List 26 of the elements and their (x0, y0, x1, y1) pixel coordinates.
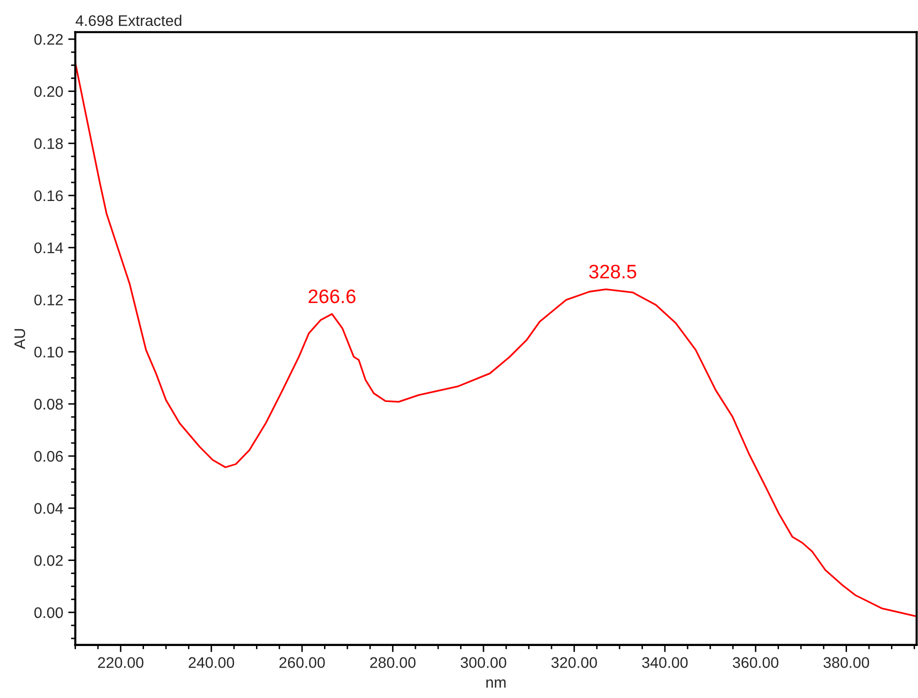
y-tick-label: 0.02 (34, 555, 63, 566)
y-tick-label: 0.04 (34, 503, 64, 514)
y-tick-label: 0.08 (34, 398, 63, 410)
y-tick-label: 0.14 (34, 242, 64, 254)
annotation: 328.5 (589, 264, 636, 278)
y-tick-label: 0.00 (34, 607, 63, 618)
y-tick-label: 0.18 (34, 138, 63, 150)
y-tick-label: 0.12 (34, 294, 63, 306)
x-tick-label: 280.00 (370, 657, 416, 668)
y-tick-label: 0.20 (34, 86, 63, 97)
y-axis-title: AU (14, 329, 26, 350)
y-tick-label: 0.10 (34, 346, 63, 358)
x-tick-label: 240.00 (188, 657, 234, 668)
x-tick-label: 260.00 (279, 657, 325, 668)
x-axis-title: nm (486, 679, 506, 688)
y-tick-label: 0.22 (34, 34, 63, 45)
annotation: 266.6 (308, 289, 356, 304)
x-tick-label: 380.00 (824, 657, 870, 668)
y-tick-label: 0.06 (34, 450, 63, 462)
x-tick-label: 220.00 (98, 657, 144, 668)
chart-title: 4.698 Extracted (76, 14, 182, 26)
x-tick-label: 320.00 (551, 657, 597, 668)
y-tick-label: 0.16 (34, 190, 63, 202)
x-tick-label: 360.00 (732, 657, 778, 668)
x-tick-label: 300.00 (460, 657, 506, 668)
x-tick-label: 340.00 (642, 657, 688, 668)
